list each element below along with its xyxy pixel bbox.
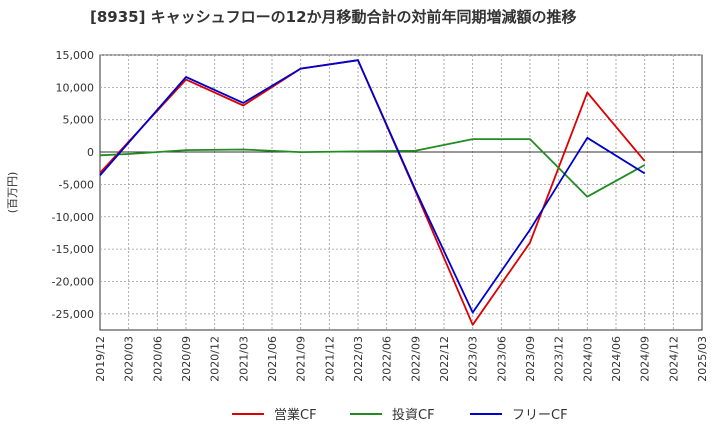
legend-label-0: 営業CF (274, 407, 317, 423)
x-tick-label: 2020/03 (123, 336, 136, 382)
x-tick-label: 2021/12 (323, 336, 336, 382)
x-tick-label: 2023/09 (524, 336, 537, 382)
x-tick-label: 2023/06 (495, 336, 508, 382)
x-tick-label: 2020/09 (180, 336, 193, 382)
x-tick-label: 2024/03 (581, 336, 594, 382)
x-tick-label: 2022/09 (409, 336, 422, 382)
x-tick-label: 2024/09 (639, 336, 652, 382)
legend-label-1: 投資CF (392, 407, 435, 423)
x-tick-label: 2021/09 (295, 336, 308, 382)
y-tick-label: -5,000 (59, 178, 94, 191)
y-tick-label: 0 (87, 146, 94, 159)
x-tick-label: 2023/03 (467, 336, 480, 382)
plot-area (99, 54, 703, 331)
x-tick-label: 2022/12 (438, 336, 451, 382)
x-tick-label: 2019/12 (94, 336, 107, 382)
series-line-2 (99, 59, 646, 314)
y-tick-label: -20,000 (52, 275, 94, 288)
y-tick-label: 10,000 (56, 81, 95, 94)
x-tick-label: 2020/06 (151, 336, 164, 382)
x-tick-label: 2021/06 (266, 336, 279, 382)
x-tick-label: 2022/06 (381, 336, 394, 382)
x-tick-label: 2024/12 (667, 336, 680, 382)
legend-label-2: フリーCF (512, 408, 568, 423)
y-tick-label: -10,000 (52, 211, 94, 224)
y-axis-label: (百万円) (6, 172, 19, 214)
y-tick-label: -25,000 (52, 308, 94, 321)
series-line-1 (99, 138, 646, 198)
y-tick-label: 5,000 (63, 114, 95, 127)
chart-title: [8935] キャッシュフローの12か月移動合計の対前年同期増減額の推移 (90, 8, 577, 26)
y-tick-label: -15,000 (52, 243, 94, 256)
x-tick-label: 2021/03 (237, 336, 250, 382)
x-tick-label: 2025/03 (696, 336, 709, 382)
x-tick-label: 2023/12 (553, 336, 566, 382)
x-tick-label: 2020/12 (209, 336, 222, 382)
y-tick-label: 15,000 (56, 49, 95, 62)
x-tick-label: 2022/03 (352, 336, 365, 382)
x-tick-label: 2024/06 (610, 336, 623, 382)
